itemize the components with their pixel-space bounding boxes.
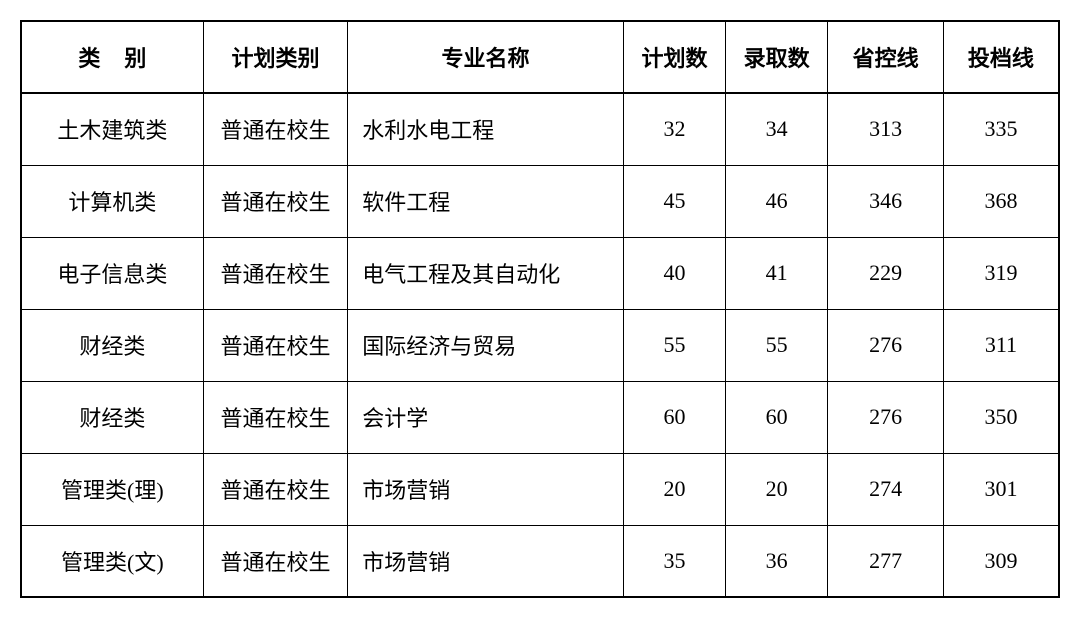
cell-plan_count: 20 xyxy=(623,453,725,525)
cell-plan_type: 普通在校生 xyxy=(203,381,347,453)
cell-cast_line: 301 xyxy=(943,453,1059,525)
cell-major: 会计学 xyxy=(348,381,624,453)
cell-admit_count: 46 xyxy=(726,165,828,237)
cell-admit_count: 41 xyxy=(726,237,828,309)
cell-admit_count: 55 xyxy=(726,309,828,381)
cell-plan_count: 40 xyxy=(623,237,725,309)
cell-admit_count: 34 xyxy=(726,93,828,165)
cell-prov_line: 274 xyxy=(828,453,944,525)
col-header-plan_count: 计划数 xyxy=(623,21,725,93)
table-row: 计算机类普通在校生软件工程4546346368 xyxy=(21,165,1059,237)
cell-prov_line: 276 xyxy=(828,309,944,381)
cell-category: 财经类 xyxy=(21,381,203,453)
cell-plan_count: 60 xyxy=(623,381,725,453)
cell-prov_line: 313 xyxy=(828,93,944,165)
table-row: 财经类普通在校生国际经济与贸易5555276311 xyxy=(21,309,1059,381)
cell-major: 水利水电工程 xyxy=(348,93,624,165)
cell-category: 土木建筑类 xyxy=(21,93,203,165)
col-header-category: 类别 xyxy=(21,21,203,93)
cell-prov_line: 276 xyxy=(828,381,944,453)
cell-category: 计算机类 xyxy=(21,165,203,237)
cell-prov_line: 229 xyxy=(828,237,944,309)
cell-plan_type: 普通在校生 xyxy=(203,309,347,381)
cell-cast_line: 335 xyxy=(943,93,1059,165)
admissions-table: 类别计划类别专业名称计划数录取数省控线投档线 土木建筑类普通在校生水利水电工程3… xyxy=(20,20,1060,598)
cell-major: 国际经济与贸易 xyxy=(348,309,624,381)
cell-cast_line: 368 xyxy=(943,165,1059,237)
table-row: 电子信息类普通在校生电气工程及其自动化4041229319 xyxy=(21,237,1059,309)
cell-plan_count: 35 xyxy=(623,525,725,597)
table-row: 土木建筑类普通在校生水利水电工程3234313335 xyxy=(21,93,1059,165)
cell-prov_line: 277 xyxy=(828,525,944,597)
cell-category: 财经类 xyxy=(21,309,203,381)
cell-cast_line: 309 xyxy=(943,525,1059,597)
table-header: 类别计划类别专业名称计划数录取数省控线投档线 xyxy=(21,21,1059,93)
table-row: 管理类(文)普通在校生市场营销3536277309 xyxy=(21,525,1059,597)
cell-cast_line: 350 xyxy=(943,381,1059,453)
table-row: 管理类(理)普通在校生市场营销2020274301 xyxy=(21,453,1059,525)
cell-category: 管理类(理) xyxy=(21,453,203,525)
table-row: 财经类普通在校生会计学6060276350 xyxy=(21,381,1059,453)
cell-plan_type: 普通在校生 xyxy=(203,93,347,165)
cell-plan_type: 普通在校生 xyxy=(203,453,347,525)
cell-plan_count: 32 xyxy=(623,93,725,165)
cell-plan_count: 45 xyxy=(623,165,725,237)
cell-major: 电气工程及其自动化 xyxy=(348,237,624,309)
cell-cast_line: 319 xyxy=(943,237,1059,309)
cell-admit_count: 36 xyxy=(726,525,828,597)
col-header-cast_line: 投档线 xyxy=(943,21,1059,93)
cell-plan_type: 普通在校生 xyxy=(203,237,347,309)
col-header-prov_line: 省控线 xyxy=(828,21,944,93)
cell-major: 市场营销 xyxy=(348,525,624,597)
cell-prov_line: 346 xyxy=(828,165,944,237)
col-header-plan_type: 计划类别 xyxy=(203,21,347,93)
cell-cast_line: 311 xyxy=(943,309,1059,381)
header-row: 类别计划类别专业名称计划数录取数省控线投档线 xyxy=(21,21,1059,93)
cell-major: 市场营销 xyxy=(348,453,624,525)
cell-plan_type: 普通在校生 xyxy=(203,165,347,237)
cell-admit_count: 20 xyxy=(726,453,828,525)
cell-admit_count: 60 xyxy=(726,381,828,453)
cell-plan_type: 普通在校生 xyxy=(203,525,347,597)
cell-major: 软件工程 xyxy=(348,165,624,237)
col-header-major: 专业名称 xyxy=(348,21,624,93)
table-body: 土木建筑类普通在校生水利水电工程3234313335计算机类普通在校生软件工程4… xyxy=(21,93,1059,597)
cell-plan_count: 55 xyxy=(623,309,725,381)
cell-category: 管理类(文) xyxy=(21,525,203,597)
cell-category: 电子信息类 xyxy=(21,237,203,309)
col-header-admit_count: 录取数 xyxy=(726,21,828,93)
